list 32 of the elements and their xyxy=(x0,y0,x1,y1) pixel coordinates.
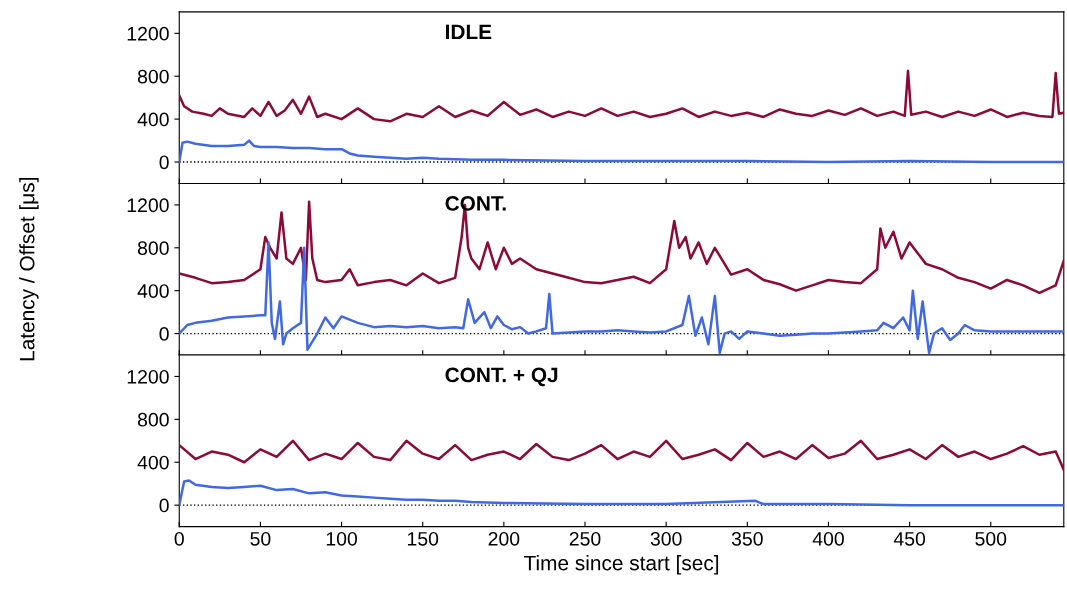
y-tick-label: 400 xyxy=(137,112,169,127)
x-tick-label: 0 xyxy=(174,531,184,546)
line-series xyxy=(179,69,1064,123)
x-tick-label: 500 xyxy=(975,531,1007,546)
y-tick-label: 800 xyxy=(137,412,169,427)
y-tick-label: 1200 xyxy=(127,369,169,384)
x-tick-label: 100 xyxy=(326,531,358,546)
x-tick-label: 350 xyxy=(731,531,763,546)
chart-title: IDLE xyxy=(446,24,492,40)
line-series xyxy=(179,479,1064,507)
y-axis-title: Latency / Offset [μs] xyxy=(19,178,39,361)
x-tick-label: 150 xyxy=(407,531,439,546)
x-axis-title: Time since start [sec] xyxy=(523,555,719,575)
y-tick-label: 800 xyxy=(137,241,169,256)
line-series xyxy=(179,139,1064,164)
x-tick-label: 200 xyxy=(488,531,520,546)
x-tick-label: 300 xyxy=(650,531,682,546)
line-series xyxy=(179,439,1064,471)
y-tick-label: 400 xyxy=(137,455,169,470)
y-tick-label: 1200 xyxy=(127,26,169,41)
y-tick-label: 400 xyxy=(137,284,169,298)
chart-title: CONT. xyxy=(445,196,506,211)
y-tick-label: 0 xyxy=(159,155,169,170)
x-tick-label: 250 xyxy=(569,531,601,546)
x-tick-label: 50 xyxy=(250,531,271,546)
y-tick-label: 800 xyxy=(137,69,169,84)
text: CONT. + QJ xyxy=(445,367,558,387)
x-tick-label: 400 xyxy=(812,531,844,546)
y-tick-label: 1200 xyxy=(127,198,169,213)
x-tick-label: 450 xyxy=(893,531,926,546)
y-tick-label: 0 xyxy=(159,327,169,341)
y-tick-label: 0 xyxy=(159,498,169,513)
